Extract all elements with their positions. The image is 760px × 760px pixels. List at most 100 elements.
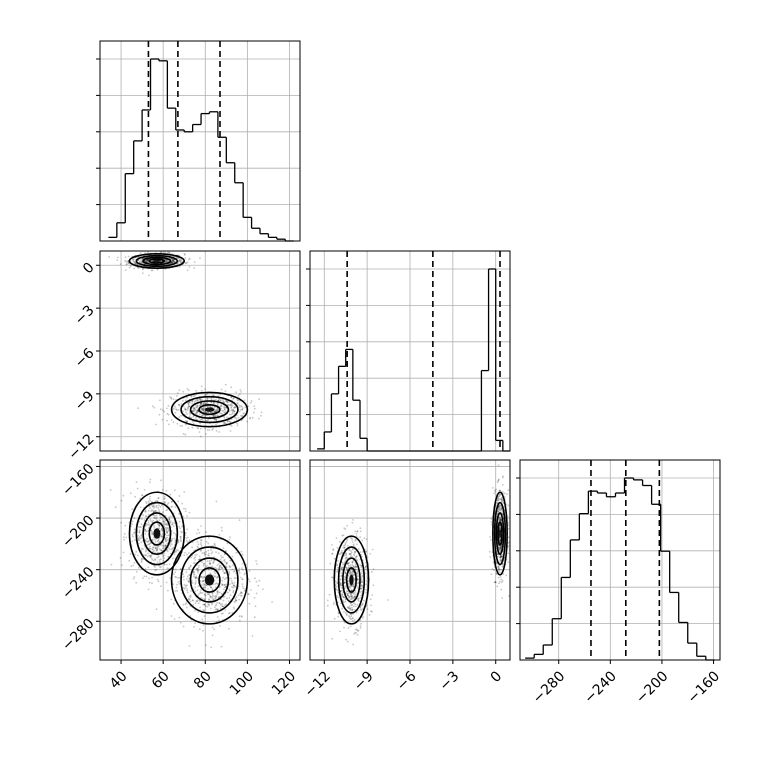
panel-2d-1-0-sample (180, 414, 182, 417)
panel-2d-2-0-sample (165, 523, 168, 526)
panel-2d-2-0-sample (226, 542, 229, 545)
panel-2d-1-0-sample (129, 265, 132, 268)
panel-2d-2-0-sample (121, 564, 123, 567)
panel-2d-2-0-sample (222, 599, 225, 602)
panel-2d-2-1-sample (346, 556, 348, 559)
panel-2d-2-1-sample (365, 583, 367, 586)
panel-2d-2-0-sample (196, 589, 199, 591)
panel-2d-2-0-sample (162, 547, 165, 550)
panel-hist-1-frame (309, 250, 511, 452)
y-tick-label-2-3: −160 (59, 461, 98, 500)
panel-2d-1-0-sample (193, 261, 196, 263)
panel-2d-2-0-sample (149, 542, 152, 545)
panel-2d-2-0-sample (156, 556, 159, 559)
panel-2d-2-0-sample (185, 571, 188, 574)
panel-2d-1-0-sample (221, 398, 224, 401)
panel-2d-1-0-sample (159, 399, 161, 402)
panel-2d-2-0-sample (198, 558, 201, 561)
panel-2d-1-0-sample (220, 404, 223, 406)
panel-2d-2-0-sample (207, 568, 210, 571)
panel-2d-2-0-sample (203, 603, 206, 606)
panel-2d-2-0-sample (255, 563, 258, 565)
panel-2d-1-0-sample (166, 260, 168, 262)
panel-2d-2-1-sample (328, 593, 331, 596)
panel-2d-2-1-sample (338, 540, 341, 543)
panel-2d-1-0-sample (191, 410, 194, 413)
panel-2d-1-0-sample (180, 258, 182, 261)
panel-2d-2-0-sample (173, 553, 176, 555)
panel-2d-2-0-sample (184, 510, 187, 513)
panel-2d-1-0-sample (200, 408, 203, 410)
panel-2d-2-0-sample (189, 596, 192, 599)
panel-2d-2-1-sample (507, 504, 510, 507)
panel-2d-2-1-grid (310, 460, 510, 660)
panel-2d-2-0-sample (140, 559, 143, 562)
panel-2d-2-0-sample (225, 562, 228, 565)
panel-2d-1-0-sample (224, 411, 227, 414)
panel-2d-1-0-sample (202, 409, 205, 411)
panel-2d-1-0-sample (159, 408, 162, 411)
panel-2d-2-0-sample (194, 586, 197, 588)
panel-2d-2-0-sample (223, 572, 225, 574)
panel-2d-2-1-sample (493, 569, 495, 572)
panel-2d-2-0-sample (228, 612, 230, 615)
panel-2d-2-0-sample (161, 516, 163, 519)
panel-2d-2-0-sample (156, 499, 159, 502)
panel-2d-2-0-sample (202, 586, 205, 589)
panel-2d-1-0-sample (214, 418, 217, 420)
panel-2d-2-1-sample (354, 538, 357, 541)
panel-2d-2-0-sample (212, 594, 214, 597)
panel-2d-2-0-sample (234, 586, 237, 588)
panel-2d-1-0-sample (201, 403, 204, 405)
panel-2d-1-0-sample (203, 401, 206, 404)
panel-2d-2-0-sample (231, 612, 234, 614)
panel-2d-2-0-sample (137, 554, 139, 557)
panel-2d-2-0-sample (140, 547, 143, 550)
panel-2d-2-0-sample (187, 598, 190, 601)
panel-2d-2-0-sample (140, 541, 143, 544)
panel-2d-2-0-sample (183, 587, 186, 590)
panel-2d-2-0-sample (172, 602, 175, 605)
panel-2d-2-1-sample (343, 546, 346, 549)
panel-2d-2-0-sample (196, 569, 199, 572)
panel-2d-2-0-sample (169, 544, 172, 547)
panel-2d-2-0-sample (215, 576, 218, 579)
panel-2d-1-0-sample (191, 402, 193, 405)
panel-2d-1-0-sample (260, 414, 262, 417)
panel-2d-2-0-sample (200, 576, 203, 578)
panel-2d-2-0-sample (157, 539, 160, 542)
panel-2d-1-0-sample (243, 412, 246, 415)
panel-2d-2-1-sample (354, 530, 357, 533)
panel-2d-2-1-sample (360, 566, 363, 569)
panel-2d-2-0-sample (255, 560, 257, 562)
panel-2d-2-0-sample (186, 589, 189, 592)
panel-2d-2-1-sample (351, 596, 353, 598)
y-tick-label-2-0: −280 (59, 616, 98, 655)
panel-2d-1-0-sample (178, 416, 181, 419)
panel-2d-2-0-sample (226, 591, 229, 594)
panel-2d-2-1-sample (500, 578, 503, 581)
panel-2d-1-0-sample (238, 404, 241, 407)
panel-2d-2-0-sample (158, 564, 160, 567)
panel-2d-1-0-sample (192, 395, 195, 398)
panel-2d-2-0-sample (202, 564, 205, 567)
panel-2d-2-0-frame (99, 459, 301, 661)
panel-2d-2-1-sample (502, 475, 504, 478)
panel-2d-2-0-sample (200, 539, 202, 542)
panel-2d-1-0-sample (182, 410, 185, 413)
panel-2d-2-0-sample (198, 599, 201, 602)
panel-2d-2-0-sample (238, 567, 241, 570)
panel-2d-2-0-sample (216, 583, 219, 585)
panel-2d-2-0-sample (232, 585, 235, 587)
panel-2d-2-0-sample (179, 536, 182, 538)
panel-2d-1-0-sample (186, 413, 189, 415)
panel-2d-2-1-sample (345, 638, 347, 641)
panel-2d-2-0-sample (149, 554, 152, 557)
panel-2d-2-0-sample (238, 519, 241, 522)
panel-2d-2-0-sample (255, 580, 258, 583)
panel-2d-2-0-sample (196, 567, 199, 570)
panel-2d-1-0-sample (220, 412, 223, 415)
panel-2d-2-0-sample (170, 615, 173, 617)
panel-2d-1-0-sample (232, 409, 235, 412)
panel-2d-1-0-sample (140, 261, 143, 264)
